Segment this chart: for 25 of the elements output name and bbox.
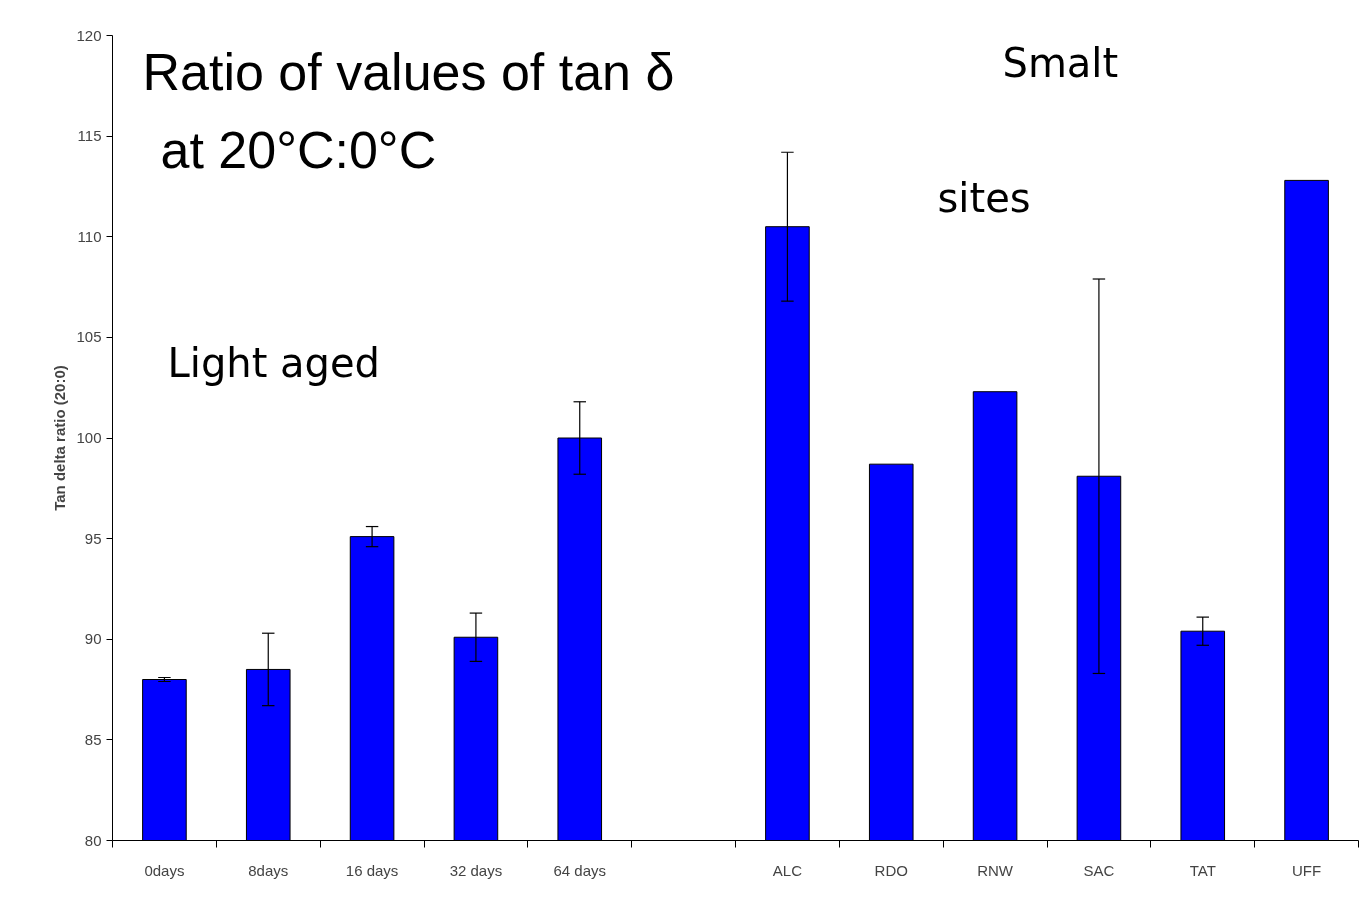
y-tick-label: 115 bbox=[77, 127, 102, 145]
x-tick-label: 64 days bbox=[553, 861, 607, 879]
x-tick-label: SAC bbox=[1083, 861, 1115, 879]
x-tick-label: UFF bbox=[1292, 861, 1322, 879]
y-tick-label: 80 bbox=[84, 831, 102, 849]
annotation: Light aged bbox=[167, 339, 380, 386]
y-tick-label: 85 bbox=[84, 730, 102, 748]
y-tick-label: 120 bbox=[76, 26, 102, 44]
x-tick-label: RDO bbox=[874, 861, 908, 879]
x-tick-label: 32 days bbox=[449, 861, 503, 879]
y-tick-label: 110 bbox=[77, 227, 102, 245]
y-tick-label: 105 bbox=[76, 328, 102, 346]
y-tick-label: 95 bbox=[84, 529, 102, 547]
x-tick-label: 16 days bbox=[345, 861, 399, 879]
x-tick-label: RNW bbox=[977, 861, 1014, 879]
annotation: Smalt bbox=[1002, 39, 1119, 86]
y-axis-title: Tan delta ratio (20:0) bbox=[51, 365, 69, 511]
x-tick-label: TAT bbox=[1189, 861, 1216, 879]
x-tick-label: 8days bbox=[248, 861, 289, 879]
text: Ratio of values of tan δ at 20°C:0°C bbox=[142, 42, 675, 179]
y-tick-label: 90 bbox=[84, 630, 102, 648]
x-tick-label: ALC bbox=[772, 861, 803, 879]
y-tick-label: 100 bbox=[76, 429, 102, 446]
annotation: sites bbox=[937, 174, 1031, 221]
x-tick-label: 0days bbox=[144, 861, 185, 879]
